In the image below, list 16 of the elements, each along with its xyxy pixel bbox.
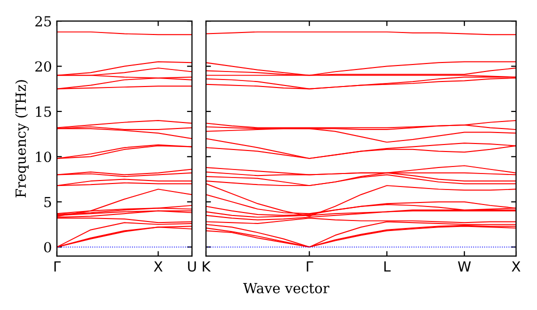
x-axis-title: Wave vector [243, 283, 330, 294]
x-tick-label: X [512, 261, 520, 272]
x-tick-label: U [188, 261, 196, 272]
y-tick-label: 10 [36, 152, 52, 162]
y-axis-title: Frequency (THz) [15, 80, 29, 198]
y-tick-label: 20 [35, 61, 52, 72]
y-tick-label: 15 [36, 106, 51, 117]
y-tick-label: 5 [44, 196, 51, 208]
x-tick-label: W [458, 261, 471, 272]
x-tick-label: Γ [54, 261, 61, 272]
x-tick-label: K [202, 261, 211, 272]
x-tick-label: Γ [306, 261, 314, 272]
y-tick-label: 0 [44, 242, 52, 252]
x-tick-label: L [384, 261, 391, 272]
y-tick-label: 25 [35, 16, 51, 27]
x-tick-label: X [154, 261, 163, 272]
